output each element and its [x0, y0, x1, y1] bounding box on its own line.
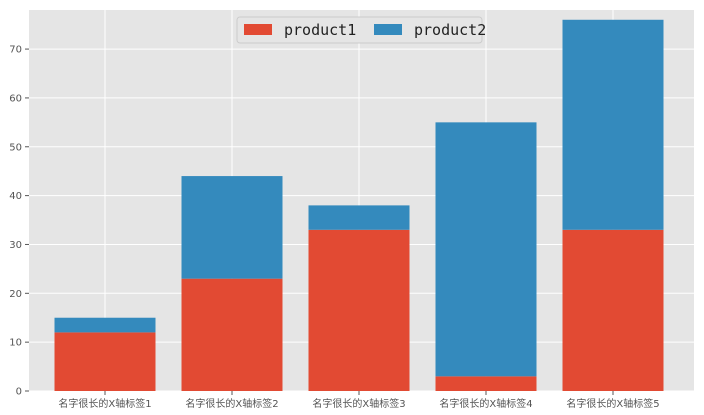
bars — [54, 19, 664, 391]
legend-label-product2: product2 — [414, 21, 486, 39]
bar-product1-4 — [435, 376, 537, 391]
y-tick-label: 70 — [9, 45, 22, 56]
bar-product2-4 — [435, 122, 537, 377]
y-tick-label: 30 — [9, 240, 22, 251]
y-axis-ticks: 0 10 20 30 40 50 60 70 — [9, 45, 29, 398]
bar-product1-3 — [308, 229, 410, 391]
y-tick-label: 20 — [9, 289, 22, 300]
legend-swatch-product1 — [244, 24, 272, 35]
bar-product1-5 — [562, 229, 664, 391]
y-tick-label: 40 — [9, 191, 22, 202]
legend: product1 product2 — [236, 16, 486, 44]
bar-product1-2 — [181, 278, 283, 391]
x-tick-label: 名字很长的X轴标签4 — [439, 397, 532, 410]
x-tick-label: 名字很长的X轴标签1 — [58, 397, 151, 410]
bar-product2-5 — [562, 19, 664, 230]
bar-product2-2 — [181, 176, 283, 279]
bar-product1-1 — [54, 332, 156, 391]
y-tick-label: 0 — [16, 387, 22, 398]
x-tick-label: 名字很长的X轴标签5 — [566, 397, 659, 410]
legend-swatch-product2 — [374, 24, 402, 35]
x-tick-label: 名字很长的X轴标签2 — [185, 397, 278, 410]
bar-product2-1 — [54, 317, 156, 333]
y-tick-label: 50 — [9, 142, 22, 153]
y-tick-label: 60 — [9, 93, 22, 104]
x-axis-ticks: 名字很长的X轴标签1 名字很长的X轴标签2 名字很长的X轴标签3 名字很长的X轴标签4… — [58, 391, 660, 410]
legend-box — [236, 16, 483, 44]
bar-product2-3 — [308, 205, 410, 230]
y-tick-label: 10 — [9, 338, 22, 349]
legend-label-product1: product1 — [284, 21, 356, 39]
x-tick-label: 名字很长的X轴标签3 — [312, 397, 405, 410]
